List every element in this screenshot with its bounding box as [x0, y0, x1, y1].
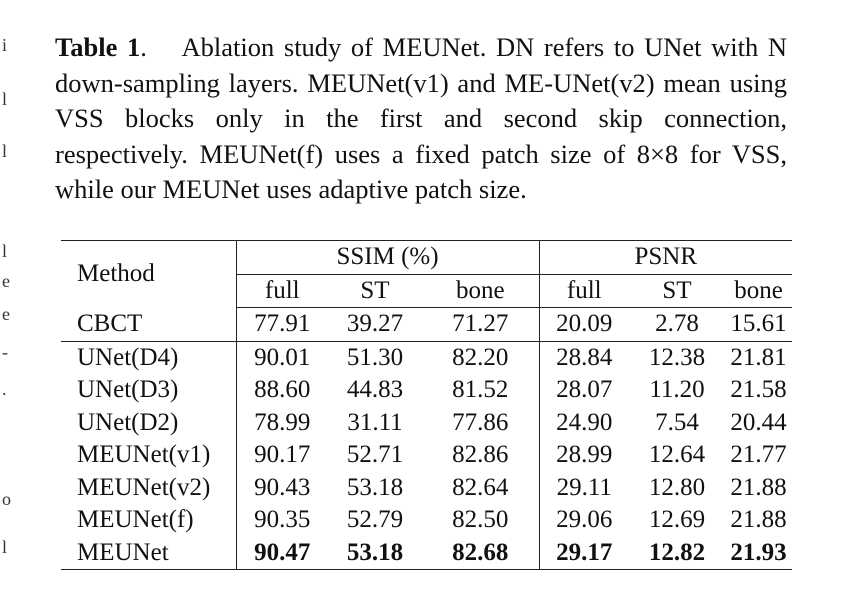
method-name: MEUNet(f) [77, 506, 194, 534]
cell-value: 11.20 [649, 376, 705, 404]
cell-value: 52.79 [346, 506, 404, 534]
cell-value: 82.50 [452, 506, 509, 534]
cell-value: 90.43 [235, 471, 328, 504]
cell-value: 44.83 [346, 376, 404, 404]
method-name: UNet(D4) [77, 343, 179, 371]
cell-value-best: 12.82 [629, 536, 725, 570]
cell-value: 28.84 [538, 341, 629, 374]
sub-header: bone [422, 274, 539, 308]
cell-value: 29.11 [538, 471, 629, 504]
cell-value: 12.69 [648, 506, 706, 534]
cell-value: 28.99 [538, 439, 629, 472]
table-row: MEUNet(f) 90.35 52.79 82.50 29.06 12.69 … [61, 504, 792, 537]
cell-value: 12.38 [648, 343, 706, 371]
cell-value: 82.64 [452, 473, 509, 501]
cell-value: 77.91 [235, 307, 328, 342]
cell-value: 12.64 [648, 441, 706, 469]
sub-header: full [235, 274, 328, 308]
table-row: MEUNet(v2) 90.43 53.18 82.64 29.11 12.80… [61, 471, 792, 504]
cell-value: 28.07 [538, 374, 629, 407]
table-caption: Table 1. Ablation study of MEUNet. DN re… [55, 30, 787, 208]
caption-label: Table 1 [55, 32, 141, 62]
cell-value: 52.71 [346, 441, 404, 469]
cell-value-best: 29.17 [538, 536, 629, 570]
table-row: CBCT 77.91 39.27 71.27 20.09 2.78 15.61 [61, 307, 792, 342]
method-name: MEUNet [61, 536, 236, 570]
table-row: MEUNet(v1) 90.17 52.71 82.86 28.99 12.64… [61, 439, 792, 472]
cell-value: 90.01 [235, 341, 328, 374]
cell-value: 71.27 [422, 307, 539, 342]
cell-value: 82.20 [452, 343, 509, 371]
caption-text: . Ablation study of MEUNet. DN refers to… [55, 32, 787, 204]
cell-value: 81.52 [452, 376, 509, 404]
cell-value: 7.54 [655, 408, 699, 436]
method-name: CBCT [61, 307, 236, 342]
sub-header: bone [725, 274, 792, 308]
cell-value: 21.88 [730, 506, 787, 534]
sub-header: ST [629, 274, 725, 308]
method-name: MEUNet(v1) [77, 441, 211, 469]
cell-value: 78.99 [235, 406, 328, 439]
sub-header: full [538, 274, 629, 308]
cell-value: 29.06 [538, 504, 629, 537]
ablation-table: Method SSIM (%) PSNR full ST bone full S… [61, 240, 792, 570]
cell-value: 21.88 [730, 473, 787, 501]
cell-value: 31.11 [347, 408, 403, 436]
method-name: UNet(D2) [77, 408, 179, 436]
cell-value: 2.78 [629, 307, 725, 342]
cell-value: 20.09 [538, 307, 629, 342]
previous-column-edge: i l l l e e - . o l [2, 35, 11, 557]
table-row: UNet(D2) 78.99 31.11 77.86 24.90 7.54 20… [61, 406, 792, 439]
cell-value: 90.17 [235, 439, 328, 472]
cell-value-best: 82.68 [422, 536, 539, 570]
sub-header: ST [328, 274, 422, 308]
cell-value: 24.90 [538, 406, 629, 439]
cell-value-best: 53.18 [328, 536, 422, 570]
cell-value: 21.81 [730, 343, 787, 371]
cell-value: 88.60 [235, 374, 328, 407]
cell-value: 12.80 [648, 473, 706, 501]
cell-value: 90.35 [235, 504, 328, 537]
cell-value: 21.58 [730, 376, 787, 404]
cell-value: 20.44 [730, 408, 787, 436]
cell-value: 82.86 [452, 441, 509, 469]
cell-value-best: 21.93 [725, 536, 792, 570]
cell-value: 39.27 [328, 307, 422, 342]
ssim-group-header: SSIM (%) [235, 240, 539, 275]
cell-value: 21.77 [730, 441, 787, 469]
method-header: Method [61, 240, 236, 308]
cell-value: 77.86 [452, 408, 509, 436]
table-row-best: MEUNet 90.47 53.18 82.68 29.17 12.82 21.… [61, 536, 792, 570]
table-row: UNet(D4) 90.01 51.30 82.20 28.84 12.38 2… [61, 341, 792, 374]
method-name: UNet(D3) [77, 376, 179, 404]
method-name: MEUNet(v2) [77, 473, 211, 501]
cell-value: 15.61 [725, 307, 792, 342]
cell-value-best: 90.47 [235, 536, 328, 570]
table-row: UNet(D3) 88.60 44.83 81.52 28.07 11.20 2… [61, 374, 792, 407]
cell-value: 53.18 [346, 473, 404, 501]
cell-value: 51.30 [346, 343, 404, 371]
psnr-group-header: PSNR [538, 240, 792, 275]
